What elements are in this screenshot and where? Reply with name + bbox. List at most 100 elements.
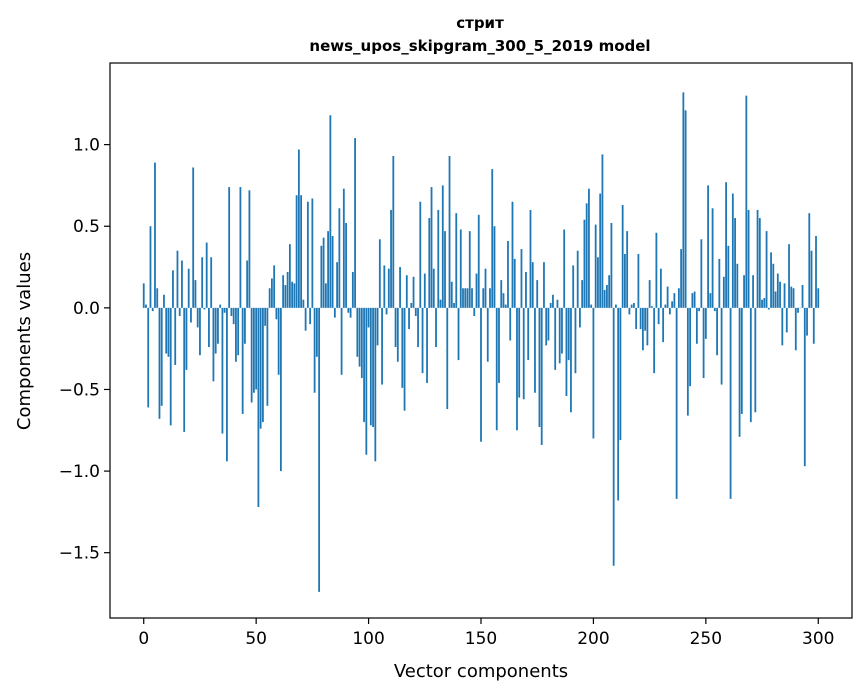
bar-210 bbox=[615, 304, 617, 308]
plot-area-frame bbox=[109, 62, 853, 619]
bar-300 bbox=[817, 288, 820, 308]
bar-163 bbox=[509, 307, 512, 341]
x-axis-ticks: 0 50 100 150 200 250 300 bbox=[138, 618, 834, 649]
bar-67 bbox=[293, 283, 296, 308]
bar-105 bbox=[378, 239, 381, 308]
y-tick-label: 1.0 bbox=[73, 136, 100, 156]
bar-77 bbox=[315, 307, 318, 357]
bar-153 bbox=[486, 307, 489, 362]
bar-106 bbox=[381, 307, 383, 385]
bar-78 bbox=[318, 307, 321, 592]
bar-29 bbox=[208, 307, 210, 348]
bar-66 bbox=[291, 281, 294, 308]
bar-147 bbox=[473, 307, 476, 317]
bar-248 bbox=[700, 239, 703, 308]
bar-170 bbox=[525, 271, 527, 308]
bar-0 bbox=[142, 283, 145, 308]
bar-274 bbox=[758, 218, 761, 308]
bar-281 bbox=[774, 291, 777, 308]
bar-49 bbox=[253, 307, 255, 393]
bar-37 bbox=[226, 307, 228, 462]
bar-12 bbox=[169, 307, 172, 426]
x-tick-label: 200 bbox=[577, 629, 609, 649]
bar-239 bbox=[680, 249, 683, 308]
bar-251 bbox=[707, 185, 709, 308]
bar-299 bbox=[815, 236, 817, 308]
bar-234 bbox=[668, 307, 671, 315]
bar-254 bbox=[713, 307, 716, 312]
bar-294 bbox=[803, 307, 806, 467]
bar-44 bbox=[241, 307, 244, 414]
bar-16 bbox=[178, 307, 181, 317]
bar-272 bbox=[754, 307, 757, 413]
bar-45 bbox=[244, 307, 246, 344]
bar-73 bbox=[306, 201, 309, 308]
bar-266 bbox=[740, 307, 743, 414]
bar-95 bbox=[356, 307, 359, 357]
bar-90 bbox=[345, 222, 347, 308]
bar-81 bbox=[324, 283, 327, 308]
bar-148 bbox=[475, 273, 478, 308]
bar-242 bbox=[686, 307, 689, 416]
bar-125 bbox=[423, 273, 426, 308]
bar-237 bbox=[675, 307, 678, 499]
bar-50 bbox=[255, 307, 258, 390]
bar-176 bbox=[538, 307, 541, 428]
bar-289 bbox=[792, 288, 795, 308]
bar-99 bbox=[365, 307, 368, 455]
x-tick-label: 100 bbox=[352, 629, 384, 649]
bar-240 bbox=[682, 92, 685, 308]
bar-200 bbox=[592, 307, 595, 439]
bar-6 bbox=[156, 288, 159, 308]
bar-219 bbox=[635, 307, 638, 330]
bar-204 bbox=[601, 154, 604, 308]
bar-118 bbox=[408, 307, 410, 330]
bar-130 bbox=[435, 307, 437, 348]
bar-65 bbox=[288, 244, 291, 308]
bar-252 bbox=[709, 293, 712, 308]
bar-193 bbox=[576, 250, 579, 308]
bar-129 bbox=[432, 268, 435, 308]
bar-278 bbox=[767, 307, 770, 310]
bar-133 bbox=[441, 185, 444, 308]
chart-subtitle: news_upos_skipgram_300_5_2019 model bbox=[309, 37, 650, 55]
bar-159 bbox=[500, 280, 503, 308]
bar-191 bbox=[572, 265, 575, 308]
bar-64 bbox=[286, 271, 289, 308]
bar-187 bbox=[563, 229, 566, 308]
bar-160 bbox=[502, 293, 505, 308]
bar-280 bbox=[772, 263, 775, 308]
bar-188 bbox=[565, 307, 568, 396]
bar-46 bbox=[246, 260, 249, 308]
bar-128 bbox=[430, 187, 433, 308]
bar-120 bbox=[412, 276, 415, 308]
bar-291 bbox=[797, 307, 799, 313]
bar-235 bbox=[671, 301, 674, 308]
bar-63 bbox=[284, 285, 287, 308]
bar-298 bbox=[812, 307, 815, 344]
bar-290 bbox=[794, 307, 797, 351]
bar-80 bbox=[322, 237, 325, 308]
bar-60 bbox=[277, 307, 280, 375]
bar-35 bbox=[221, 307, 224, 434]
bar-293 bbox=[801, 285, 804, 308]
bar-221 bbox=[639, 307, 642, 330]
bar-5 bbox=[154, 162, 156, 308]
bar-87 bbox=[338, 208, 341, 308]
bar-182 bbox=[552, 294, 554, 308]
bar-110 bbox=[390, 209, 392, 308]
bar-117 bbox=[405, 275, 408, 308]
bar-93 bbox=[351, 271, 354, 308]
bar-36 bbox=[223, 307, 226, 313]
x-tick-label: 250 bbox=[690, 629, 722, 649]
x-tick-label: 150 bbox=[465, 629, 497, 649]
bar-100 bbox=[367, 307, 370, 328]
bar-225 bbox=[648, 280, 651, 308]
bar-264 bbox=[736, 263, 739, 308]
bar-206 bbox=[606, 285, 608, 308]
bar-215 bbox=[626, 231, 629, 308]
bar-228 bbox=[655, 232, 658, 308]
bar-216 bbox=[628, 307, 631, 315]
bar-156 bbox=[493, 226, 496, 308]
bar-72 bbox=[304, 307, 307, 331]
